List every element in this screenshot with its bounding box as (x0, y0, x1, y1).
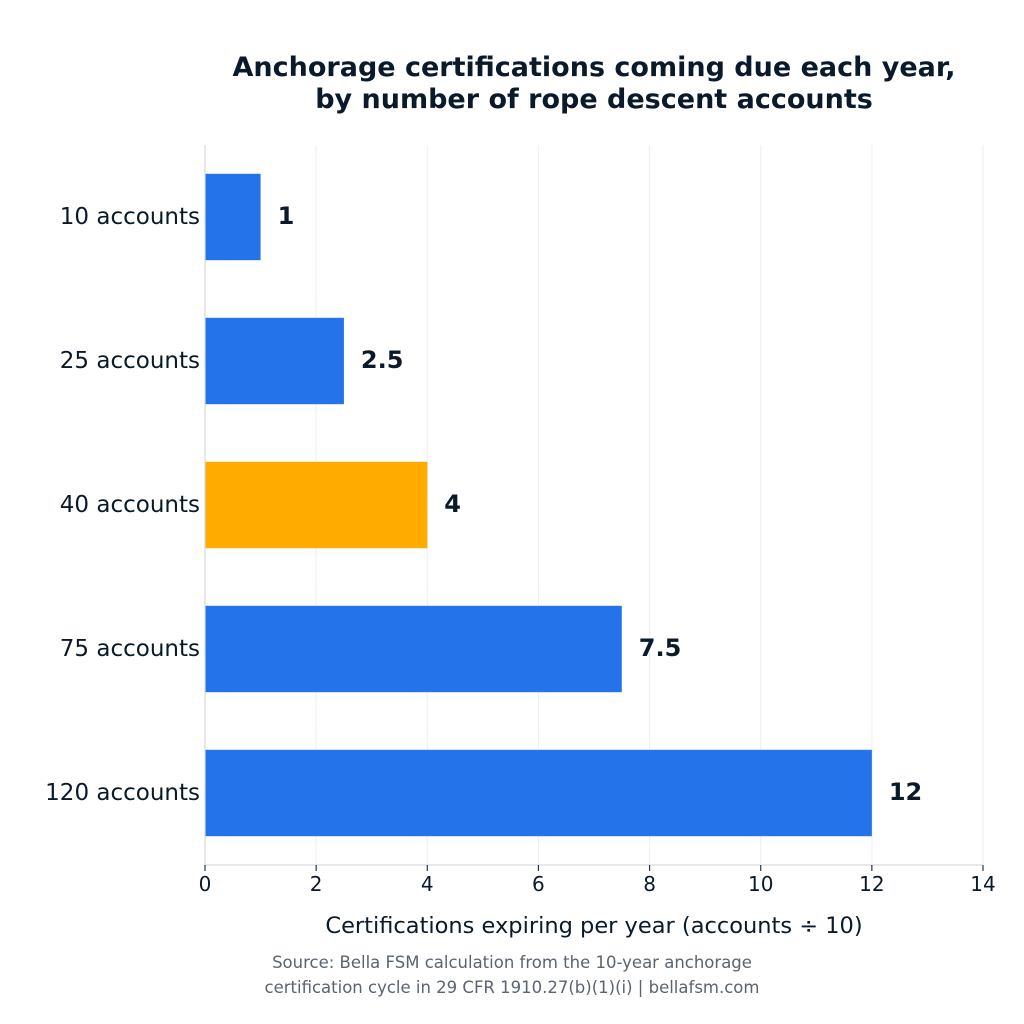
source-line-2: certification cycle in 29 CFR 1910.27(b)… (264, 978, 760, 997)
grid-lines (315, 145, 984, 865)
labels: 10 accounts 1 25 accounts 2.5 40 accounts 4 75… (45, 202, 922, 806)
x-tick-label: 8 (643, 872, 656, 896)
bar (205, 605, 622, 693)
x-tick-label: 14 (970, 872, 995, 896)
value-label: 4 (444, 490, 461, 518)
x-tick-label: 2 (310, 872, 323, 896)
source-line-1: Source: Bella FSM calculation from the 1… (272, 953, 752, 972)
value-label: 1 (278, 202, 295, 230)
category-label: 10 accounts (60, 204, 200, 230)
x-tick-label: 10 (748, 872, 773, 896)
bar (205, 749, 872, 837)
x-tick-label: 6 (532, 872, 545, 896)
source-note: Source: Bella FSM calculation from the 1… (0, 950, 1024, 1000)
category-label: 120 accounts (45, 780, 200, 806)
x-tick-label: 4 (421, 872, 434, 896)
chart-title-line-1: Anchorage certifications coming due each… (232, 52, 956, 83)
chart-title-line-2: by number of rope descent accounts (315, 84, 873, 115)
x-tick-label: 0 (199, 872, 212, 896)
category-label: 25 accounts (60, 348, 200, 374)
bar (205, 317, 344, 405)
bar (205, 461, 428, 549)
bar (205, 173, 261, 261)
x-axis-label: Certifications expiring per year (accoun… (325, 913, 862, 939)
category-label: 40 accounts (60, 492, 200, 518)
value-label: 12 (889, 778, 922, 806)
value-label: 2.5 (361, 346, 404, 374)
category-label: 75 accounts (60, 636, 200, 662)
value-label: 7.5 (639, 634, 682, 662)
chart-title: Anchorage certifications coming due each… (204, 52, 984, 116)
x-tick-label: 12 (859, 872, 884, 896)
bars (205, 173, 872, 837)
